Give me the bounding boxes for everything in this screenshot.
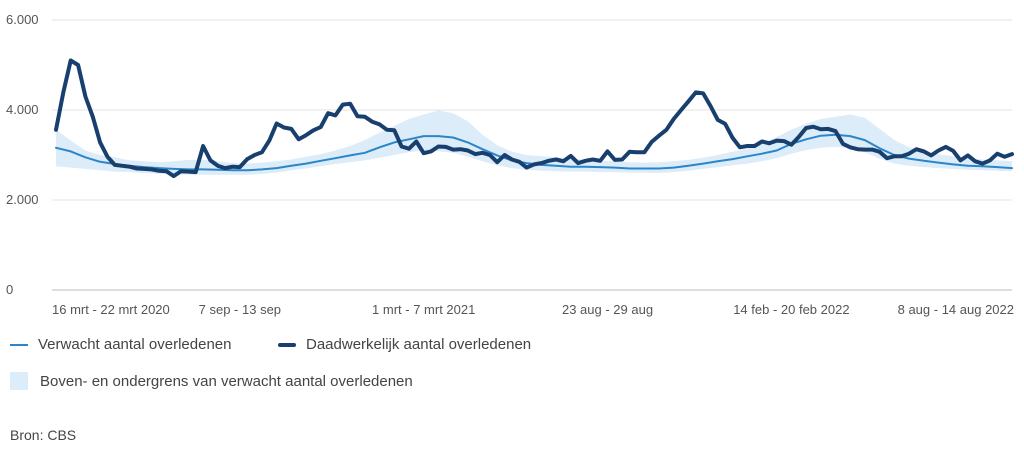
y-tick-label: 0 [6,282,13,297]
y-tick-label: 6.000 [6,12,39,27]
x-axis-ticks: 16 mrt - 22 mrt 2020 7 sep - 13 sep 1 mrt … [52,302,1014,317]
x-tick-label: 7 sep - 13 sep [199,302,281,317]
x-tick-label: 14 feb - 20 feb 2022 [733,302,849,317]
legend-swatch-expected [10,343,28,346]
expected-range-band-group [56,110,1012,175]
legend-item-band: Boven- en ondergrens van verwacht aantal… [10,372,413,390]
actual-deaths-line [54,58,1014,179]
legend-label-actual: Daadwerkelijk aantal overledenen [306,336,532,353]
x-tick-label: 16 mrt - 22 mrt 2020 [52,302,170,317]
y-axis-ticks: 0 2.000 4.000 6.000 [6,12,39,297]
legend-label-expected: Verwacht aantal overledenen [38,336,232,353]
expected-range-band [56,110,1012,175]
source-note: Bron: CBS [10,427,77,443]
legend-swatch-actual [278,342,296,347]
series-lines [54,58,1014,179]
x-tick-label: 8 aug - 14 aug 2022 [898,302,1014,317]
legend-swatch-band [10,372,28,390]
grid-lines [52,19,1012,291]
x-tick-label: 23 aug - 29 aug [562,302,653,317]
x-tick-label: 1 mrt - 7 mrt 2021 [372,302,475,317]
legend-item-expected: Verwacht aantal overledenen [10,336,231,353]
y-tick-label: 4.000 [6,102,39,117]
mortality-chart: 0 2.000 4.000 6.000 16 mrt - 22 mrt 2020 7 s… [6,12,1014,317]
y-tick-label: 2.000 [6,192,39,207]
legend-label-band: Boven- en ondergrens van verwacht aantal… [40,372,413,390]
legend-item-actual: Daadwerkelijk aantal overledenen [278,336,531,353]
